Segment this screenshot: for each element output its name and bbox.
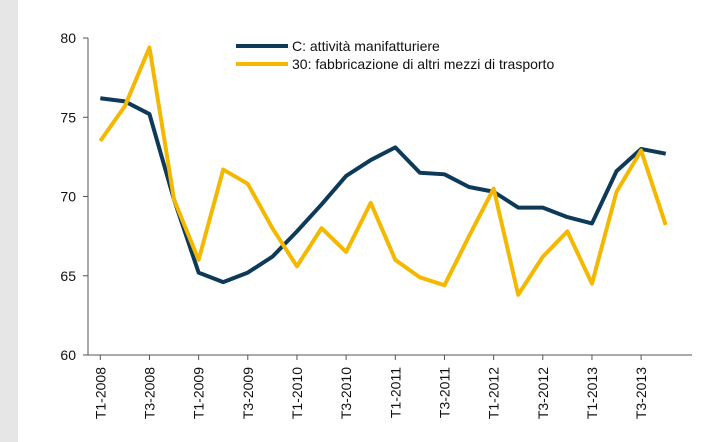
legend-label: 30: fabbricazione di altri mezzi di tras… — [292, 56, 554, 72]
series-line — [100, 96, 667, 285]
x-tick-label: T1-2011 — [387, 367, 403, 418]
y-tick-label: 75 — [60, 109, 76, 125]
x-tick-label: T1-2013 — [584, 367, 600, 419]
x-tick-label: T3-2013 — [633, 367, 649, 419]
x-tick-label: T1-2009 — [191, 367, 207, 419]
y-tick-label: 60 — [60, 347, 76, 363]
legend-label: C: attività manifatturiere — [292, 38, 440, 54]
y-tick-label: 70 — [60, 189, 76, 205]
x-tick-label: T3-2011 — [436, 367, 452, 418]
x-tick-label: T3-2010 — [338, 367, 354, 419]
series-line — [98, 45, 668, 297]
x-tick-label: T3-2008 — [141, 367, 157, 419]
y-tick-label: 80 — [60, 30, 76, 46]
x-tick-label: T3-2009 — [240, 367, 256, 419]
y-tick-label: 65 — [60, 268, 76, 284]
x-tick-label: T1-2008 — [92, 367, 108, 419]
x-tick-label: T3-2012 — [535, 367, 551, 419]
x-tick-label: T1-2012 — [486, 367, 502, 419]
side-panel — [0, 0, 18, 442]
x-tick-label: T1-2010 — [289, 367, 305, 419]
